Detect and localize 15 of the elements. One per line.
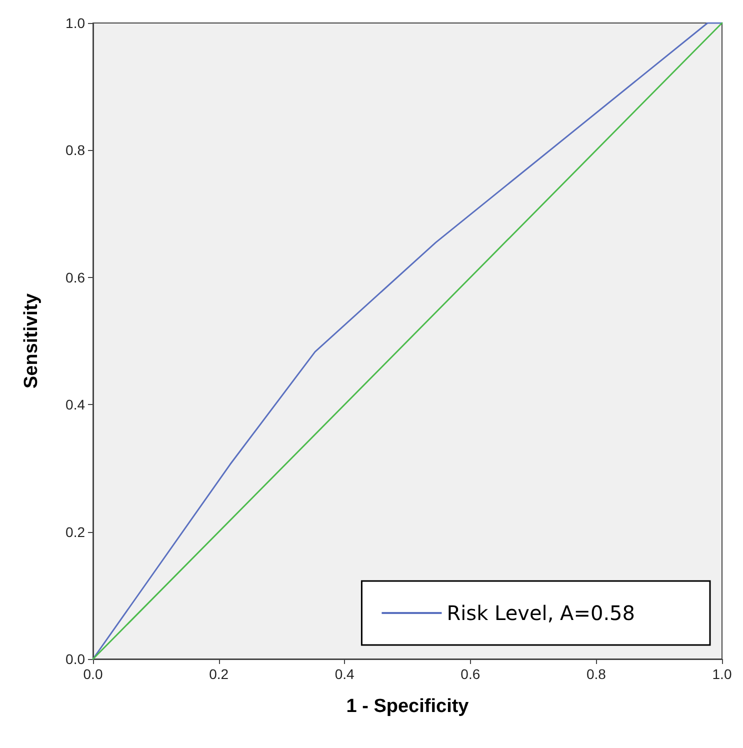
x-tick-label: 0.0 [83, 666, 103, 682]
x-tick-label: 0.4 [334, 666, 355, 682]
x-tick-label: 0.8 [586, 666, 606, 682]
y-tick-label: 0.8 [66, 142, 86, 158]
y-axis-title: Sensitivity [21, 293, 42, 389]
y-tick-label: 0.2 [66, 524, 86, 540]
y-tick-label: 0.6 [66, 269, 86, 286]
x-axis-title: 1 - Specificity [346, 696, 470, 717]
y-tick-label: 1.0 [66, 15, 86, 31]
y-tick-label: 0.4 [66, 396, 86, 413]
x-tick-label: 0.2 [209, 666, 229, 682]
x-tick-label: 0.6 [460, 666, 480, 682]
legend-label: Risk Level, A=0.58 [446, 601, 636, 625]
y-tick-label: 0.0 [66, 651, 86, 667]
x-tick-label: 1.0 [712, 666, 732, 682]
